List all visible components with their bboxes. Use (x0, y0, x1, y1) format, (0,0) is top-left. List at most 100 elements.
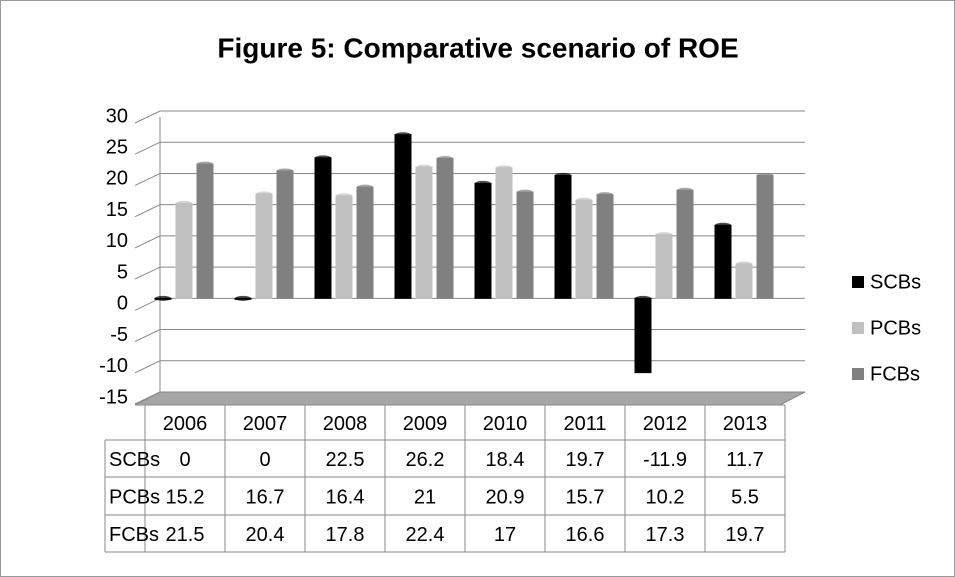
legend-swatch (852, 322, 864, 334)
table-value: -11.9 (643, 449, 687, 471)
bar (714, 224, 732, 299)
bar-cap (555, 172, 571, 178)
table-value: 20.4 (246, 524, 285, 546)
bar-cap (416, 164, 432, 170)
x-tick-label: 2007 (243, 413, 288, 435)
table-value: 22.4 (406, 524, 445, 546)
table-value: 11.7 (726, 449, 763, 471)
x-tick-label: 2010 (483, 413, 528, 435)
bar (735, 263, 753, 299)
table-value: 16.6 (566, 524, 605, 546)
table-value: 16.7 (246, 486, 285, 508)
bar-cap (475, 180, 491, 186)
bar (474, 182, 492, 299)
bar-cap (197, 161, 213, 167)
table-value: 16.4 (326, 486, 365, 508)
table-value: 15.2 (166, 486, 205, 508)
bar-cap (597, 192, 613, 198)
table-value: 0 (179, 449, 190, 471)
x-tick-label: 2013 (723, 413, 768, 435)
bar-cap (437, 155, 453, 161)
table-value: 17.3 (646, 524, 685, 546)
y-tick-label: 15 (106, 199, 128, 221)
bar (575, 199, 593, 299)
table-value: 17.8 (326, 524, 365, 546)
x-tick-label: 2008 (323, 413, 368, 435)
table-value: 18.4 (486, 449, 525, 471)
y-tick-label: -15 (99, 386, 128, 408)
legend-label: PCBs (870, 317, 921, 339)
bar (335, 195, 353, 299)
bar-cap (576, 197, 592, 203)
bar (394, 134, 412, 299)
legend-swatch (852, 368, 864, 380)
y-tick-label: 10 (106, 230, 128, 252)
y-tick-label: -5 (110, 324, 128, 346)
bar-cap (736, 261, 752, 267)
bar-cap (336, 193, 352, 199)
bar (554, 174, 572, 299)
y-tick-label: 20 (106, 168, 128, 190)
bar (634, 297, 652, 374)
table-row-label: FCBs (109, 524, 159, 546)
bar-cap (757, 172, 773, 178)
table-row-label: PCBs (109, 486, 160, 508)
chart-title: Figure 5: Comparative scenario of ROE (217, 32, 738, 63)
grid-line (134, 141, 805, 155)
bar (436, 157, 454, 299)
grid-line (134, 172, 805, 186)
grid-line (134, 391, 805, 405)
table-value: 5.5 (731, 486, 759, 508)
bar (356, 186, 374, 299)
bar-cap (256, 191, 272, 197)
table-value: 26.2 (406, 449, 445, 471)
bar-cap (677, 187, 693, 193)
bar-cap (656, 232, 672, 238)
grid-line (134, 110, 805, 124)
bar (314, 157, 332, 299)
bar (516, 191, 534, 299)
table-value: 0 (259, 449, 270, 471)
y-tick-label: 0 (117, 293, 128, 315)
bar (276, 170, 294, 299)
bar (255, 193, 273, 299)
bar (676, 189, 694, 299)
bar-cap (235, 295, 251, 301)
legend-label: SCBs (870, 271, 921, 293)
table-value: 17 (494, 524, 516, 546)
bar-cap (155, 295, 171, 301)
table-value: 15.7 (566, 486, 605, 508)
legend-label: FCBs (870, 363, 920, 385)
table-value: 10.2 (646, 486, 685, 508)
bar-cap (176, 200, 192, 206)
bar-cap (277, 168, 293, 174)
table-row-label: SCBs (109, 449, 160, 471)
bar-cap (496, 165, 512, 171)
table-value: 22.5 (326, 449, 365, 471)
table-value: 21.5 (166, 524, 205, 546)
y-tick-label: 30 (106, 105, 128, 127)
bar (196, 163, 214, 299)
bar (596, 194, 614, 299)
bar (655, 234, 673, 299)
legend-swatch (852, 276, 864, 288)
x-tick-label: 2011 (563, 413, 606, 435)
table-value: 21 (414, 486, 436, 508)
bar-cap (315, 155, 331, 161)
y-tick-label: -10 (99, 355, 128, 377)
bar (495, 167, 513, 299)
bar-cap (517, 189, 533, 195)
x-tick-label: 2006 (163, 413, 208, 435)
bar (415, 166, 433, 299)
bar-cap (715, 222, 731, 228)
floor (134, 391, 806, 406)
x-tick-label: 2012 (643, 413, 688, 435)
x-tick-label: 2009 (403, 413, 448, 435)
bar-cap (395, 132, 411, 138)
y-tick-label: 5 (117, 261, 128, 283)
table-value: 20.9 (486, 486, 525, 508)
grid-line (134, 329, 805, 343)
table-value: 19.7 (566, 449, 605, 471)
bar (175, 202, 193, 299)
